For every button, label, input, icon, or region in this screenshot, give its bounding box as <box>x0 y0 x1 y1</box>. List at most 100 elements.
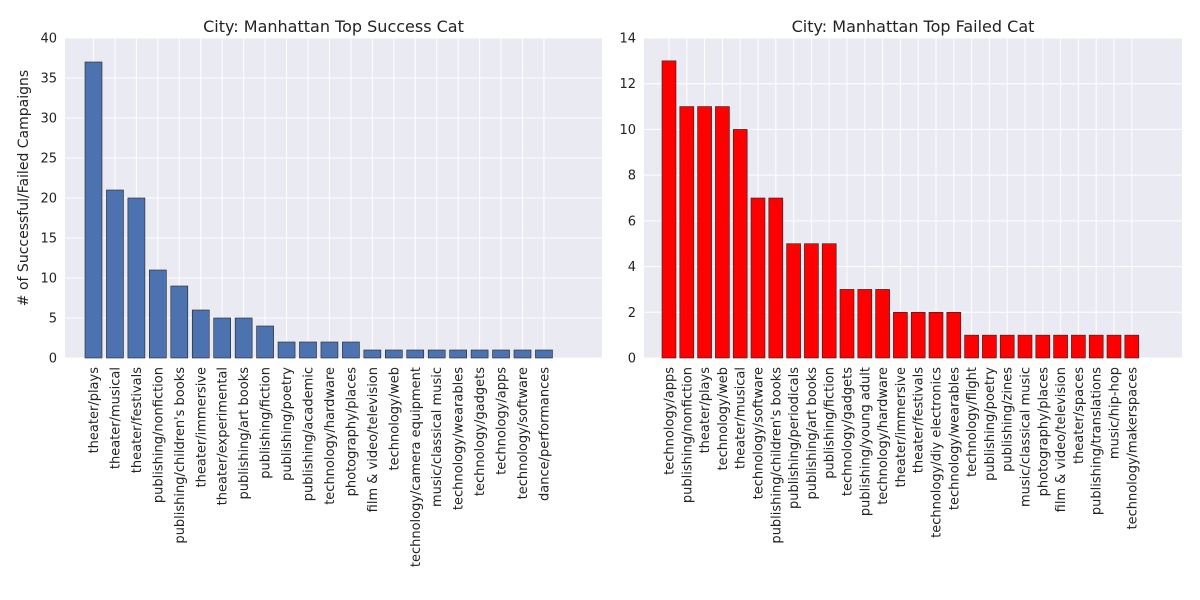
y-tick-label: 8 <box>628 169 636 184</box>
x-tick-label: theater/immersive <box>194 367 209 487</box>
x-tick-label: technology/gadgets <box>473 367 488 496</box>
x-tick-label: publishing/fiction <box>823 367 838 479</box>
y-tick-label: 30 <box>40 112 57 127</box>
x-tick-label: publishing/art books <box>237 367 252 500</box>
bar-3 <box>127 197 146 359</box>
x-tick-label: theater/plays <box>698 367 713 454</box>
bar-24 <box>1071 334 1086 359</box>
failed-chart-panel: 0 2 4 6 8 10 12 14 technology/apps publishing/non… <box>619 17 1182 544</box>
x-tick-label: dance/performances <box>537 367 552 501</box>
x-tick-label: technology/web <box>387 367 402 470</box>
x-tick-label: technology/hardware <box>323 367 338 505</box>
y-tick-label: 5 <box>49 312 57 327</box>
bar-9 <box>256 325 274 359</box>
bar-11 <box>299 341 317 359</box>
y-tick-label: 20 <box>40 192 57 207</box>
x-tick-label: technology/wearables <box>452 367 467 510</box>
x-tick-label: publishing/young adult <box>858 367 873 516</box>
y-tick-label: 6 <box>628 214 636 229</box>
bar-22 <box>535 349 553 359</box>
x-tick-label: theater/festivals <box>130 367 145 473</box>
bar-18 <box>449 349 467 359</box>
bar-5 <box>170 285 189 359</box>
x-tick-label: publishing/children's books <box>173 367 188 544</box>
y-axis-label: # of Successful/Failed Campaigns <box>16 70 32 306</box>
bar-20 <box>492 349 510 359</box>
x-tick-label: publishing/nonfiction <box>151 367 166 503</box>
x-tick-label: theater/musical <box>108 367 123 469</box>
y-tick-label: 10 <box>40 272 57 287</box>
x-tick-label: film & video/television <box>1054 367 1069 512</box>
bar-4 <box>715 106 730 359</box>
bar-25 <box>1088 334 1104 359</box>
bar-22 <box>1035 334 1051 359</box>
x-tick-label: technology/makerspaces <box>1125 367 1140 530</box>
y-tick-label: 4 <box>628 260 636 275</box>
bar-6 <box>191 309 210 359</box>
x-tick-label: theater/festivals <box>912 367 927 473</box>
x-tick-label: technology/flight <box>965 367 980 477</box>
y-tick-label: 12 <box>619 77 636 92</box>
bar-16 <box>928 311 944 359</box>
bar-15 <box>910 311 926 359</box>
x-tick-label: publishing/poetry <box>983 367 998 481</box>
bar-12 <box>857 289 873 359</box>
bar-10 <box>821 243 837 359</box>
bar-14 <box>363 349 382 359</box>
bar-15 <box>384 349 403 359</box>
bar-6 <box>750 197 766 359</box>
x-tick-label: publishing/translations <box>1090 367 1105 515</box>
bar-3 <box>697 106 712 359</box>
bar-7 <box>213 317 231 359</box>
x-tick-label: publishing/academic <box>302 367 317 501</box>
bar-1 <box>661 60 677 359</box>
bar-1 <box>84 61 103 359</box>
x-tick-label: theater/plays <box>87 367 102 454</box>
x-tick-label: photography/places <box>1036 367 1051 497</box>
x-tick-label: publishing/zines <box>1001 367 1016 472</box>
bar-2 <box>106 189 124 359</box>
chart-title: City: Manhattan Top Failed Cat <box>792 17 1035 36</box>
success-chart-panel: 0 5 10 15 20 25 30 35 40 theater/plays theater/mus… <box>16 17 602 567</box>
x-tick-label: theater/immersive <box>894 367 909 487</box>
x-tick-label: publishing/periodicals <box>787 367 802 509</box>
bar-5 <box>732 129 748 359</box>
y-tick-label: 25 <box>40 152 57 167</box>
y-tick-label: 0 <box>49 352 57 367</box>
x-tick-label: technology/gadgets <box>841 367 856 496</box>
bar-20 <box>999 334 1015 359</box>
bar-19 <box>982 334 997 359</box>
x-tick-label: publishing/poetry <box>280 367 295 481</box>
x-tick-label: technology/wearables <box>947 367 962 510</box>
x-tick-label: technology/web <box>716 367 731 470</box>
x-tick-label: technology/diy electronics <box>930 367 945 538</box>
bar-13 <box>342 341 360 359</box>
bar-9 <box>804 243 819 359</box>
bar-8 <box>234 317 253 359</box>
x-tick-label: publishing/children's books <box>769 367 784 544</box>
chart-title: City: Manhattan Top Success Cat <box>203 17 464 36</box>
y-tick-label: 14 <box>619 32 636 47</box>
bar-19 <box>470 349 489 359</box>
y-tick-label: 0 <box>628 352 636 367</box>
x-tick-label: technology/software <box>752 367 767 499</box>
y-tick-label: 2 <box>628 306 636 321</box>
bar-17 <box>427 349 446 359</box>
bar-7 <box>768 197 784 359</box>
x-tick-label: technology/software <box>516 367 531 499</box>
x-tick-label: technology/apps <box>495 367 510 475</box>
y-tick-label: 35 <box>40 72 57 87</box>
y-tick-label: 10 <box>619 123 636 138</box>
y-tick-label: 40 <box>40 32 57 47</box>
bar-14 <box>893 311 908 359</box>
bar-11 <box>839 289 855 359</box>
bar-26 <box>1106 334 1122 359</box>
x-tick-label: publishing/art books <box>805 367 820 500</box>
bar-21 <box>1017 334 1033 359</box>
x-tick-label: technology/apps <box>663 367 678 475</box>
bar-8 <box>786 243 801 359</box>
x-tick-label: theater/experimental <box>216 367 231 505</box>
x-tick-label: publishing/nonfiction <box>680 367 695 503</box>
bar-4 <box>149 269 167 359</box>
